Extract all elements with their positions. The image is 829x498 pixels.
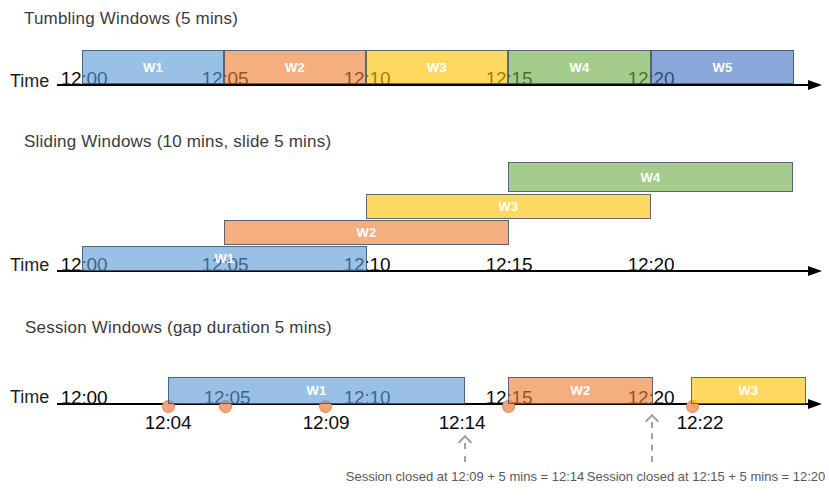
session-callout-arrow-line-1	[464, 443, 466, 462]
session-window-w3-label: W3	[738, 384, 758, 397]
session-window-w3: W3	[691, 377, 806, 404]
sliding-window-w4: W4	[508, 162, 793, 192]
session-window-w1: W1	[168, 377, 465, 404]
session-callout-text-2: Session closed at 12:15 + 5 mins = 12:20	[587, 469, 826, 484]
session-window-w1-label: W1	[306, 384, 326, 397]
sliding-window-w1-label: W1	[214, 252, 234, 265]
sliding-window-w3: W3	[366, 194, 651, 219]
sliding-window-w4-label: W4	[640, 171, 660, 184]
tumbling-time-axis-label: Time	[10, 71, 49, 91]
tumbling-window-w4-label: W4	[569, 61, 589, 74]
sliding-tick-1220: 12:20	[628, 255, 675, 274]
session-event-time-label-1204: 12:04	[145, 413, 192, 432]
session-axis-arrowhead-icon	[808, 399, 822, 409]
sliding-window-w2-label: W2	[356, 226, 376, 239]
tumbling-window-w3-label: W3	[427, 61, 447, 74]
sliding-time-axis-label: Time	[10, 255, 49, 275]
sliding-section-title: Sliding Windows (10 mins, slide 5 mins)	[24, 132, 331, 151]
tumbling-window-w3: W3	[366, 50, 508, 84]
tumbling-window-w4: W4	[508, 50, 651, 84]
session-window-w2-label: W2	[570, 384, 590, 397]
tumbling-timeline-axis	[57, 84, 808, 86]
sliding-axis-arrowhead-icon	[808, 266, 822, 276]
tumbling-window-w1-label: W1	[143, 61, 163, 74]
tumbling-window-w2-label: W2	[285, 61, 305, 74]
sliding-window-w1: W1	[82, 246, 367, 271]
session-callout-text-1: Session closed at 12:09 + 5 mins = 12:14	[346, 469, 585, 484]
tumbling-window-w5-label: W5	[712, 61, 732, 74]
session-event-time-label-1222: 12:22	[677, 413, 724, 432]
session-tick-1200: 12:00	[61, 388, 108, 407]
session-event-time-label-1209: 12:09	[303, 413, 350, 432]
tumbling-window-w2: W2	[224, 50, 366, 84]
session-window-w2: W2	[508, 377, 653, 404]
session-time-axis-label: Time	[10, 387, 49, 407]
session-event-time-label-1214: 12:14	[439, 413, 486, 432]
tumbling-window-w5: W5	[651, 50, 794, 84]
session-callout-arrow-line-2	[651, 422, 653, 462]
windowing-diagram: Tumbling Windows (5 mins) Sliding Window…	[0, 0, 829, 498]
sliding-window-w2: W2	[224, 220, 509, 245]
sliding-tick-1215: 12:15	[486, 255, 533, 274]
tumbling-section-title: Tumbling Windows (5 mins)	[24, 9, 238, 28]
session-section-title: Session Windows (gap duration 5 mins)	[25, 318, 332, 337]
tumbling-axis-arrowhead-icon	[808, 80, 822, 90]
sliding-window-w3-label: W3	[498, 200, 518, 213]
tumbling-window-w1: W1	[82, 50, 224, 84]
